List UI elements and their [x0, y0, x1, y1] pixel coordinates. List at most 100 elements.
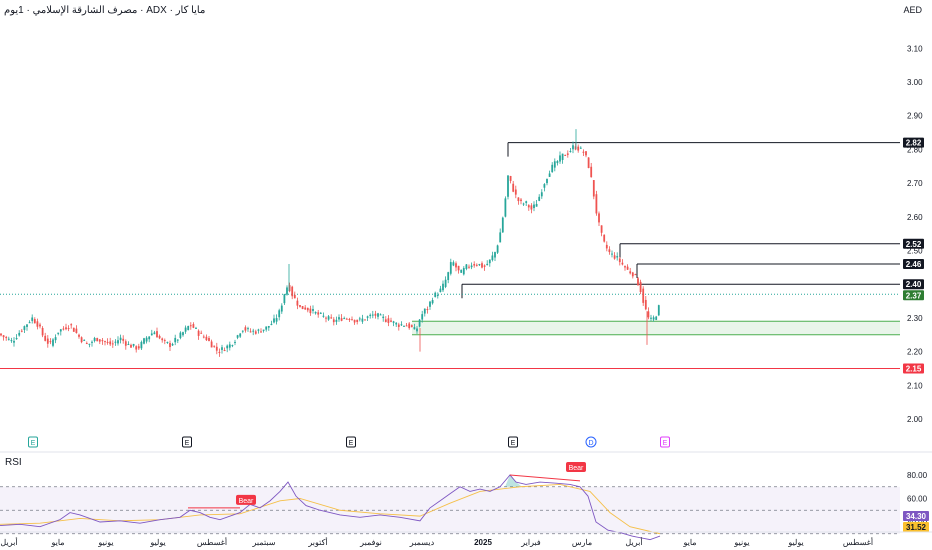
candle-body: [447, 272, 450, 281]
time-tick-label: 2025: [474, 538, 492, 547]
candle-body: [213, 345, 216, 347]
candle-body: [96, 338, 99, 342]
candle-body: [504, 198, 507, 217]
price-badge-2-82: 2.82: [906, 139, 922, 148]
candle-body: [546, 178, 548, 184]
price-badge-2-40: 2.40: [906, 280, 922, 289]
rsi-ma-badge: 31.52: [906, 523, 927, 532]
candle-body: [496, 245, 499, 253]
candle-body: [140, 341, 143, 349]
candle-body: [345, 318, 348, 320]
price-tick-label: 2.90: [907, 112, 923, 121]
candle-body: [509, 176, 512, 181]
time-tick-label: ديسمبر: [409, 538, 435, 547]
candle-body: [208, 338, 210, 341]
rsi-ma-badge-bg: [903, 522, 929, 532]
candle-body: [23, 326, 26, 330]
candle-body: [182, 332, 184, 336]
rsi-line: [0, 474, 661, 541]
candle-body: [652, 317, 655, 320]
candle-body: [353, 319, 356, 323]
candle-body: [403, 325, 405, 327]
candle-body: [54, 337, 57, 341]
time-tick-label: مايو: [50, 538, 64, 547]
price-tick-label: 2.10: [907, 381, 923, 390]
candle-body: [72, 327, 75, 332]
candle-body: [553, 161, 556, 168]
candle-body: [332, 319, 335, 323]
candle-body: [616, 256, 619, 258]
bear-divergence-line: [509, 474, 581, 482]
candle-body: [145, 337, 148, 342]
candle-body: [540, 192, 543, 197]
candle-body: [514, 189, 517, 195]
current-price-badge-bg: [903, 290, 924, 301]
candle-body: [525, 201, 528, 203]
candle-body: [278, 310, 281, 318]
candle-body: [218, 351, 221, 353]
candle-body: [205, 336, 208, 341]
candle-body: [114, 341, 117, 343]
candle-body: [143, 338, 145, 344]
time-tick-label: فبراير: [520, 538, 541, 547]
candle-body: [325, 317, 327, 319]
candle-body: [41, 327, 44, 336]
candle-body: [33, 319, 36, 324]
candle-body: [20, 330, 23, 332]
candle-body: [239, 333, 242, 337]
rsi-ma-line: [0, 483, 661, 535]
candle-body: [93, 337, 96, 342]
candle-body: [426, 309, 429, 311]
candle-body: [629, 271, 632, 274]
candle-body: [57, 332, 60, 334]
price-badge-2-46: 2.46: [906, 260, 922, 269]
candle-body: [137, 346, 140, 349]
candle-body: [241, 330, 244, 332]
candle-body: [356, 319, 359, 322]
rsi-tick-label: 80.00: [907, 471, 928, 480]
candle-body: [618, 258, 621, 263]
bear-label-bg: [566, 462, 586, 472]
candle-body: [13, 340, 15, 343]
bear-label: Bear: [569, 465, 584, 472]
candle-body: [18, 332, 21, 336]
price-badge-2-52-bg: [903, 238, 924, 249]
candle-body: [507, 175, 509, 197]
candle-body: [566, 153, 569, 155]
event-marker-bg: [585, 436, 597, 448]
candle-body: [135, 346, 138, 350]
candle-body: [70, 324, 73, 326]
time-axis[interactable]: أبريل مايو يونيو يوليو أغسطس سبتمبر أكتوبر نوفم…: [0, 531, 932, 547]
candle-body: [91, 341, 93, 343]
candle-body: [28, 322, 31, 324]
candle-body: [31, 317, 34, 321]
chart-title: مصرف الشارقة الإسلامي · 1يوم · ADX · ماي…: [4, 5, 206, 16]
candle-body: [189, 325, 192, 327]
candle-body: [296, 300, 299, 306]
event-marker-bg: [28, 436, 38, 448]
candle-body: [236, 335, 239, 338]
candle-body: [577, 146, 580, 151]
candle-body: [150, 333, 153, 336]
candle-body: [530, 205, 533, 210]
candle-body: [192, 324, 195, 328]
candle-body: [481, 263, 483, 268]
candle-body: [397, 324, 400, 327]
time-tick-label: أغسطس: [843, 536, 873, 547]
candle-body: [520, 199, 522, 202]
candle-body: [377, 313, 379, 317]
price-tick-label: 3.10: [907, 44, 923, 53]
time-tick-label: أغسطس: [197, 536, 227, 547]
candle-body: [156, 331, 158, 338]
event-marker-earnings: E: [349, 440, 354, 447]
candle-body: [387, 318, 390, 323]
candle-body: [473, 264, 476, 266]
rsi-overbought-fill: [505, 475, 522, 487]
candle-body: [7, 338, 10, 340]
candle-body: [434, 292, 437, 297]
candle-body: [421, 314, 424, 320]
candle-body: [460, 269, 463, 273]
